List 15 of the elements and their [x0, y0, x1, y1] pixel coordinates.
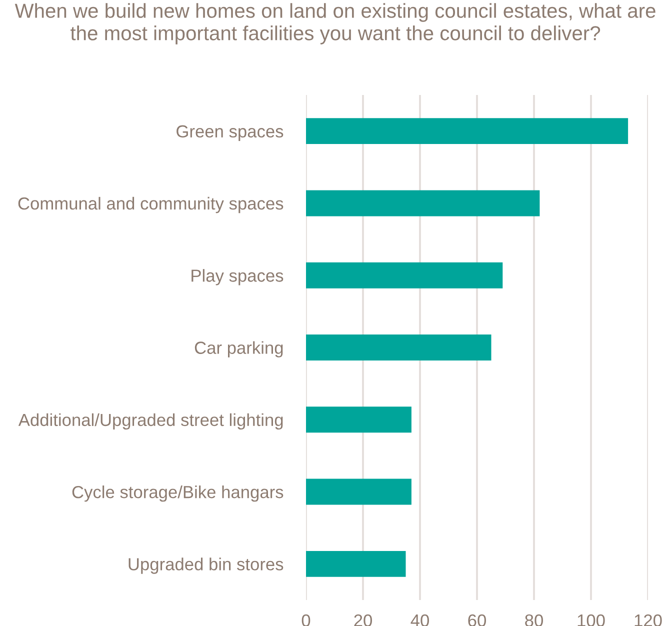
bar: [306, 406, 412, 433]
y-tick-label: Cycle storage/Bike hangars: [72, 485, 284, 502]
bar: [306, 262, 503, 288]
bar: [306, 550, 406, 577]
bar: [306, 478, 412, 505]
y-tick-label: Upgraded bin stores: [128, 558, 284, 574]
y-tick-label: Car parking: [194, 341, 283, 358]
y-tick-label: Communal and community spaces: [18, 196, 284, 214]
chart-title: When we build new homes on land on existing council estates, what are the most important facilities you want the council to deliver?: [14, 3, 656, 44]
bar: [306, 334, 492, 360]
y-tick-label: Additional/Upgraded street lighting: [18, 413, 283, 430]
bar: [306, 118, 628, 144]
y-tick-label: Play spaces: [192, 269, 284, 286]
y-tick-label: Green spaces: [176, 125, 284, 141]
bar: [306, 190, 540, 216]
